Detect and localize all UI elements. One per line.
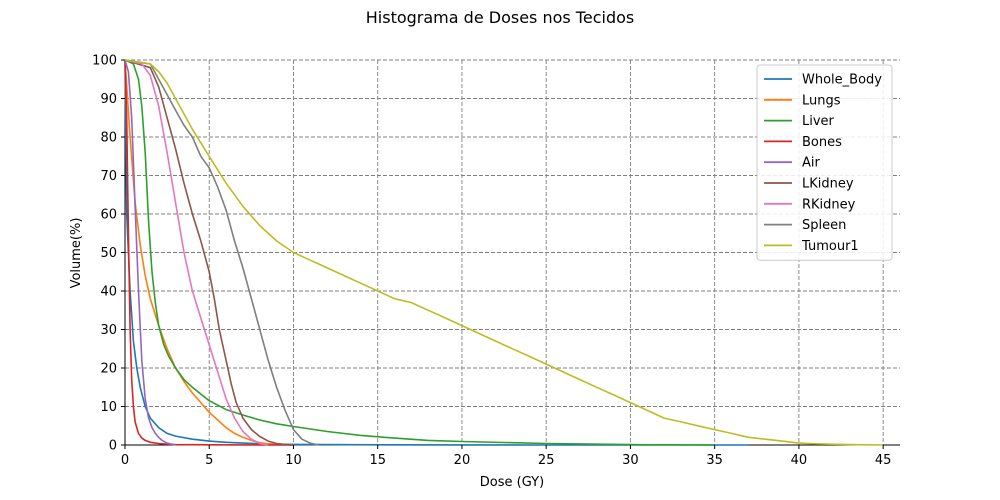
series-line-tumour1 [124, 59, 884, 446]
x-tick-label: 40 [791, 453, 808, 468]
legend-label: Liver [802, 114, 835, 129]
series-line-rkidney [124, 59, 269, 446]
x-axis-title: Dose (GY) [480, 475, 544, 490]
y-tick-label: 70 [100, 169, 117, 184]
x-tick-label: 5 [205, 453, 213, 468]
x-tick-label: 35 [706, 453, 723, 468]
legend-label: Spleen [802, 218, 846, 233]
series-line-lkidney [124, 59, 294, 446]
legend-label: RKidney [802, 197, 856, 212]
y-tick-label: 20 [100, 362, 117, 377]
y-tick-label: 80 [100, 131, 117, 146]
y-tick-label: 90 [100, 92, 117, 107]
series-lines [124, 59, 884, 446]
legend: Whole_Body Lungs Liver Bones Air LKidney RKidn… [756, 64, 893, 261]
y-tick-label: 30 [100, 323, 117, 338]
legend-label: Tumour1 [801, 239, 859, 254]
y-axis-title: Volume(%) [69, 218, 84, 289]
legend-label: Bones [802, 135, 842, 150]
x-tick-label: 45 [875, 453, 892, 468]
chart-title: Histograma de Doses nos Tecidos [366, 8, 634, 27]
y-tick-label: 10 [100, 400, 117, 415]
x-tick-label: 20 [454, 453, 471, 468]
x-tick-label: 0 [121, 453, 129, 468]
legend-label: Air [802, 156, 821, 171]
legend-label: LKidney [802, 177, 854, 192]
series-line-liver [124, 59, 715, 446]
legend-label: Whole_Body [802, 73, 882, 88]
tick-labels: 0 5 10 15 20 25 30 35 40 45 0 10 20 30 40 50 60 70 80 90 100 [92, 54, 891, 469]
y-tick-label: 60 [100, 208, 117, 223]
legend-box [756, 64, 893, 261]
y-tick-label: 50 [100, 246, 117, 261]
x-tick-label: 30 [622, 453, 639, 468]
x-tick-label: 25 [538, 453, 555, 468]
legend-label: Lungs [802, 93, 841, 108]
y-tick-label: 0 [109, 439, 117, 454]
series-line-whole-body [124, 59, 749, 446]
y-tick-label: 40 [100, 285, 117, 300]
x-tick-label: 15 [369, 453, 386, 468]
x-tick-label: 10 [285, 453, 302, 468]
series-line-air [124, 59, 176, 446]
y-tick-label: 100 [92, 54, 117, 69]
series-line-spleen [124, 59, 319, 446]
